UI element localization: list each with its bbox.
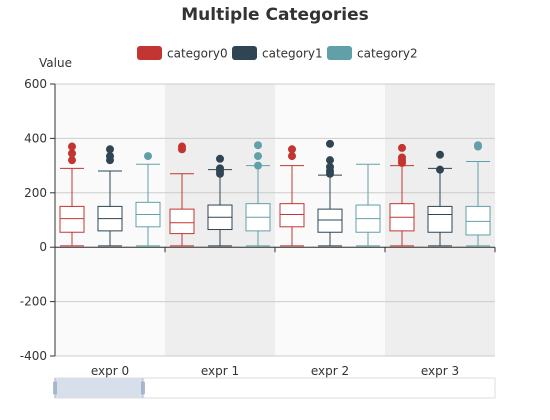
series-category1 [97,139,453,247]
box-category0-expr-1[interactable] [169,173,195,247]
box-body [59,205,85,233]
box-body [465,205,491,236]
outlier-point[interactable] [216,154,224,163]
outlier-point[interactable] [178,145,186,154]
x-tick-label: expr 0 [91,364,129,378]
box-category2-expr-0[interactable] [135,163,161,247]
axes: 600 400 200 0 -200 -400 expr 0 expr 1 expr 2 expr… [20,77,496,378]
box-category1-expr-2[interactable] [317,174,343,247]
y-tick-label: -200 [20,295,47,309]
legend-label: category1 [262,47,323,61]
outlier-point[interactable] [254,152,262,161]
outlier-point[interactable] [106,145,114,154]
zoom-handle-right[interactable] [141,378,145,398]
legend-swatch [327,46,352,60]
outlier-point[interactable] [398,143,406,152]
box-category2-expr-2[interactable] [355,163,381,247]
box-category0-expr-3[interactable] [389,165,415,247]
box-category0-expr-2[interactable] [279,165,305,247]
legend-label: category0 [167,47,228,61]
outlier-point[interactable] [216,169,224,178]
grid-lines [55,83,495,357]
outlier-point[interactable] [398,158,406,167]
outlier-point[interactable] [68,156,76,165]
data-zoom-slider[interactable] [53,377,496,399]
outlier-point[interactable] [288,152,296,161]
chart-title: Multiple Categories [181,5,369,25]
box-body [317,208,343,233]
legend: category0 category1 category2 [137,46,418,61]
box-body [279,203,305,228]
outlier-point[interactable] [254,161,262,170]
legend-item-category2[interactable]: category2 [327,46,418,61]
box-category1-expr-0[interactable] [97,170,123,247]
y-tick-label: 600 [24,77,47,91]
box-category2-expr-1[interactable] [245,165,271,247]
legend-swatch [137,46,162,60]
legend-label: category2 [357,47,418,61]
y-tick-label: 200 [24,186,47,200]
box-series [59,139,491,247]
legend-swatch [232,46,257,60]
box-category2-expr-3[interactable] [465,161,491,247]
outlier-point[interactable] [326,139,334,148]
series-category2 [135,141,491,247]
x-tick-label: expr 2 [311,364,349,378]
box-category1-expr-1[interactable] [207,169,233,247]
y-tick-label: 400 [24,131,47,145]
outlier-point[interactable] [436,150,444,159]
zoom-selected-range[interactable] [55,378,143,398]
outlier-point[interactable] [326,169,334,178]
x-tick-label: expr 1 [201,364,239,378]
box-body [427,205,453,233]
outlier-point[interactable] [288,145,296,154]
zoom-handle-left[interactable] [53,378,57,398]
box-category1-expr-3[interactable] [427,167,453,247]
box-body [169,208,195,235]
outlier-point[interactable] [474,142,482,151]
y-axis-label: Value [39,56,72,70]
outlier-point[interactable] [68,142,76,151]
outlier-point[interactable] [254,141,262,150]
legend-item-category1[interactable]: category1 [232,46,323,61]
outlier-point[interactable] [68,149,76,158]
y-tick-label: 0 [39,240,47,254]
outlier-point[interactable] [106,156,114,165]
x-tick-label: expr 3 [421,364,459,378]
y-tick-label: -400 [20,349,47,363]
outlier-point[interactable] [144,152,152,161]
box-category0-expr-0[interactable] [59,167,85,247]
legend-item-category0[interactable]: category0 [137,46,228,61]
outlier-point[interactable] [436,165,444,174]
outlier-point[interactable] [326,156,334,165]
series-category0 [59,142,415,247]
